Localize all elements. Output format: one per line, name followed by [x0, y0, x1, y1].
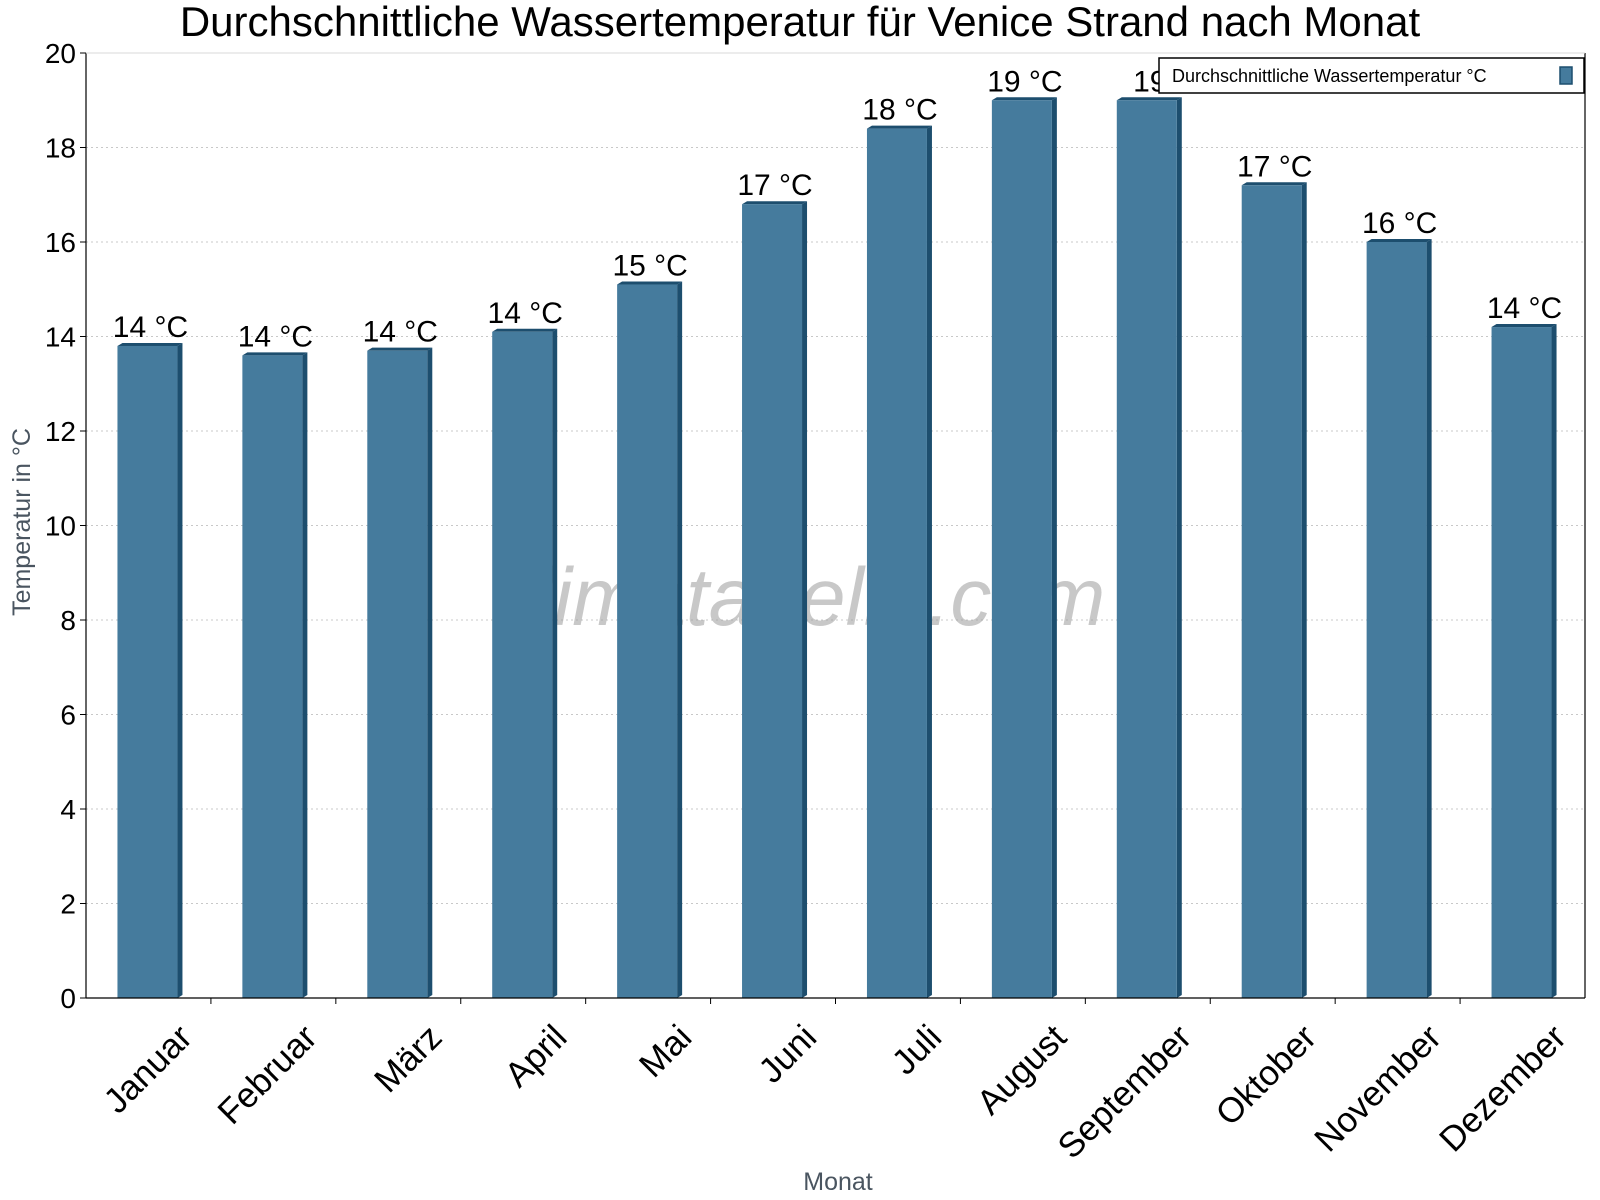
- y-tick-label: 8: [60, 605, 76, 636]
- bar-side: [1051, 97, 1057, 998]
- bar-side: [1176, 97, 1182, 998]
- legend-swatch: [1559, 66, 1573, 85]
- bar: [1366, 242, 1427, 998]
- bar-side: [552, 328, 558, 998]
- legend-label: Durchschnittliche Wassertemperatur °C: [1172, 66, 1487, 86]
- bar-side: [427, 347, 433, 998]
- grid-lines: [86, 52, 1585, 904]
- bar: [367, 350, 428, 998]
- x-tick-label: Mai: [632, 1018, 699, 1085]
- y-tick-label: 16: [45, 227, 76, 258]
- legend-box: [1158, 57, 1585, 94]
- bar: [866, 128, 927, 999]
- bar-value-label: 14 °C: [488, 297, 563, 330]
- bar: [242, 355, 303, 998]
- y-tick-label: 10: [45, 511, 76, 542]
- x-tick-label: August: [969, 1017, 1074, 1122]
- bar: [117, 345, 178, 998]
- x-tick-label: März: [367, 1018, 450, 1101]
- x-tick-label: Juli: [884, 1018, 949, 1083]
- bar-top: [1366, 239, 1432, 242]
- bar-value-label: 17 °C: [737, 169, 812, 202]
- y-tick-label: 14: [45, 322, 76, 353]
- bar-side: [177, 342, 183, 998]
- bar-top: [117, 342, 183, 346]
- bar-top: [1241, 182, 1307, 186]
- chart-title: Durchschnittliche Wassertemperatur für V…: [180, 0, 1421, 45]
- x-tick-label: Juni: [751, 1018, 824, 1091]
- bar-side: [802, 201, 808, 998]
- y-tick-label: 2: [60, 889, 76, 920]
- y-axis-title: Temperatur in °C: [8, 428, 36, 616]
- bar: [1241, 185, 1302, 999]
- bar-value-label: 19 °C: [987, 65, 1062, 98]
- bar-value-label: 15 °C: [612, 250, 687, 283]
- bar: [991, 100, 1052, 998]
- bar-value-labels: 14 °C 14 °C 14 °C 14 °C 15 °C 17 °C 18 °C 19 °C…: [113, 65, 1562, 353]
- bar-side: [302, 352, 308, 998]
- x-tick-label: Januar: [96, 1017, 199, 1120]
- y-tick-label: 0: [60, 983, 76, 1014]
- bar-top: [367, 347, 433, 351]
- bar-value-label: 16 °C: [1362, 207, 1437, 240]
- y-tick-label: 12: [45, 416, 76, 447]
- x-tick-label: November: [1307, 1017, 1449, 1159]
- x-tick-label: April: [497, 1018, 574, 1095]
- bar-value-label: 17 °C: [1237, 150, 1312, 183]
- bar-side: [677, 281, 683, 998]
- y-axis-ticks: 0 2 4 6 8 10 12 14 16 18 20: [45, 38, 86, 1014]
- bar-top: [866, 125, 932, 129]
- bar-top: [242, 352, 308, 356]
- bar-value-label: 14 °C: [113, 311, 188, 344]
- y-tick-label: 6: [60, 700, 76, 731]
- axes: [85, 52, 1586, 999]
- bar-top: [1491, 324, 1557, 328]
- legend: Durchschnittliche Wassertemperatur °C: [1158, 57, 1585, 94]
- bar: [1491, 327, 1552, 998]
- x-axis-ticks: Januar Februar März April Mai Juni Juli AugustS…: [96, 998, 1574, 1166]
- x-tick-label: Dezember: [1432, 1017, 1574, 1159]
- x-tick-label: Oktober: [1208, 1017, 1324, 1133]
- bar: [617, 284, 678, 998]
- bar-top: [991, 97, 1057, 101]
- bar-top: [492, 328, 558, 332]
- bar: [492, 331, 553, 998]
- bar: [742, 204, 803, 998]
- y-tick-label: 18: [45, 133, 76, 164]
- bar-value-label: 14 °C: [1487, 292, 1562, 325]
- bar: [1116, 100, 1177, 998]
- bar-side: [926, 125, 932, 999]
- x-tick-label: September: [1050, 1017, 1199, 1166]
- bar-top: [617, 281, 683, 285]
- bar-value-label: 18 °C: [862, 94, 937, 127]
- bar-top: [1116, 97, 1182, 101]
- y-tick-label: 20: [45, 38, 76, 69]
- x-tick-label: Februar: [210, 1017, 324, 1131]
- bar-top: [742, 201, 808, 205]
- bars: [117, 97, 1557, 999]
- bar-value-label: 14 °C: [238, 320, 313, 353]
- bar-side: [1426, 239, 1432, 998]
- bar-value-label: 14 °C: [363, 316, 438, 349]
- bar-side: [1301, 182, 1307, 999]
- y-tick-label: 4: [60, 794, 76, 825]
- bar-side: [1551, 324, 1557, 998]
- x-axis-title: Monat: [803, 1168, 873, 1196]
